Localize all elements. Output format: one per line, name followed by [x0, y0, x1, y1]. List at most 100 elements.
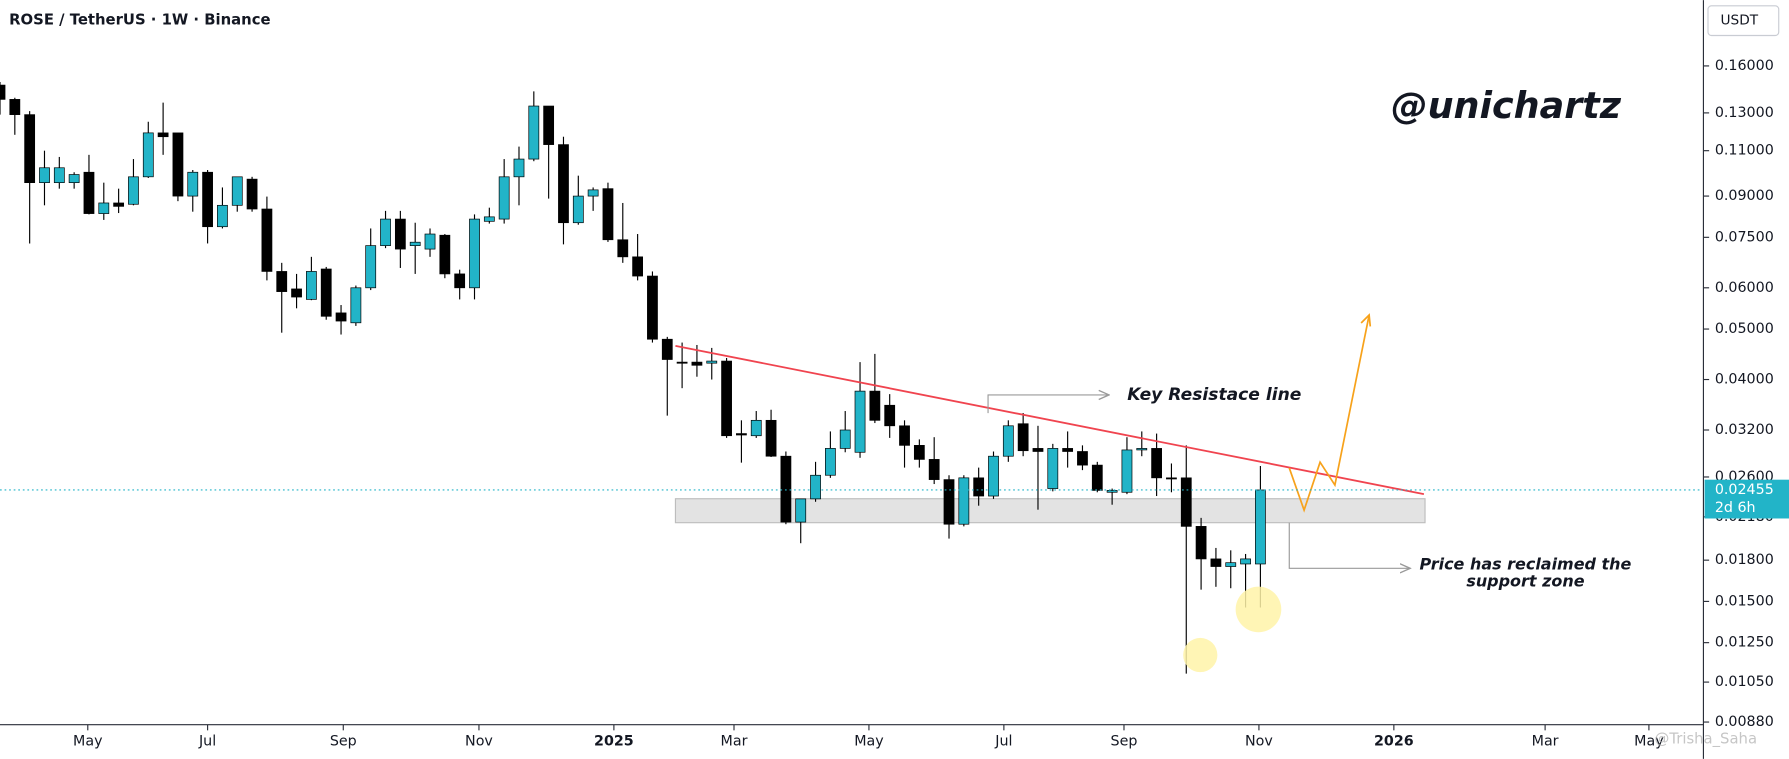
x-tick-label: Nov — [465, 734, 493, 750]
source-watermark: @Trisha_Saha — [1655, 730, 1758, 747]
candle-body — [661, 338, 673, 360]
candle-body — [306, 271, 317, 300]
x-tick-label: 2025 — [594, 734, 634, 750]
projection-path — [1288, 314, 1370, 513]
support-label: support zone — [1466, 572, 1584, 591]
candle-body — [409, 241, 421, 246]
y-tick-label: 0.16000 — [1715, 58, 1774, 74]
x-tick-label: Jul — [198, 734, 216, 750]
candle-body — [365, 245, 377, 289]
x-tick-label: May — [73, 734, 103, 750]
currency-box — [1707, 5, 1780, 37]
candle-body — [498, 176, 510, 220]
candle-body — [217, 204, 228, 228]
candle-body — [9, 99, 21, 115]
candle-body — [617, 239, 629, 258]
candle-body — [469, 218, 480, 289]
candle-body — [543, 105, 555, 145]
candle-body — [113, 202, 125, 207]
candle-body — [988, 455, 999, 497]
candle-body — [632, 256, 644, 277]
y-tick-label: 0.01500 — [1715, 593, 1774, 609]
candle-body — [1032, 448, 1044, 452]
candle-body — [1255, 489, 1266, 565]
highlight-circle — [1235, 586, 1282, 633]
y-tick-label: 0.09000 — [1715, 188, 1774, 204]
candle-body — [202, 171, 213, 228]
candle-body — [943, 479, 955, 525]
candle-body — [706, 360, 718, 364]
candle-body — [810, 474, 821, 500]
candle-body — [765, 419, 777, 457]
candle-body — [1062, 448, 1074, 452]
resistance-line — [675, 344, 1425, 496]
y-tick-label: 0.01800 — [1715, 552, 1774, 568]
candle-body — [869, 390, 881, 421]
candle-body — [587, 189, 599, 197]
x-tick-label: Sep — [330, 734, 357, 750]
candle-body — [839, 429, 851, 449]
candle-body — [780, 455, 792, 523]
plot-area: Key Resistace line Price has reclaimed t… — [0, 80, 1703, 674]
candle-body — [721, 360, 732, 437]
candle-body — [1017, 423, 1029, 452]
author-tag: @unichartz — [1391, 84, 1622, 127]
support-zone — [674, 498, 1426, 524]
candle-body — [1002, 425, 1014, 457]
candle-body — [53, 167, 65, 184]
candle-body — [1151, 448, 1162, 479]
candle-body — [736, 433, 747, 436]
support-arrow — [1288, 522, 1410, 569]
candle-body — [647, 275, 658, 340]
candle-body — [973, 477, 985, 497]
candle-body — [1180, 477, 1192, 527]
candle-body — [558, 144, 569, 224]
candle-body — [825, 448, 836, 476]
resistance-arrow — [987, 395, 1109, 414]
candle-body — [1077, 451, 1088, 466]
candle-body — [261, 208, 273, 272]
price-tag-label: 0.02455 — [1715, 482, 1774, 498]
x-tick-label: Sep — [1111, 734, 1138, 750]
candle-body — [1121, 449, 1133, 493]
y-tick-label: 0.00880 — [1715, 714, 1774, 730]
x-tick-label: May — [854, 734, 884, 750]
candle-body — [187, 171, 199, 197]
candle-body — [291, 288, 302, 298]
watermark-background — [1394, 80, 1618, 133]
chart-title: ROSE / TetherUS · 1W · Binance — [9, 12, 270, 29]
y-tick-label: 0.05000 — [1715, 321, 1774, 337]
resistance-label: Key Resistace line — [1127, 385, 1301, 405]
y-tick-label: 0.03200 — [1715, 422, 1774, 438]
y-tick-label: 0.07500 — [1715, 229, 1774, 245]
y-tick-label: 0.04000 — [1715, 372, 1774, 388]
support-label: Price has reclaimed the — [1420, 554, 1632, 573]
candle-body — [454, 273, 466, 289]
x-tick-label: Mar — [1532, 734, 1559, 750]
candle-body — [884, 404, 896, 427]
candle-body — [1225, 562, 1237, 567]
candle-body — [513, 158, 525, 178]
candle-body — [899, 425, 910, 446]
y-tick-label: 0.01250 — [1715, 635, 1774, 651]
candle-body — [1166, 477, 1177, 480]
projection-arrowhead — [1360, 313, 1372, 327]
candle-body — [98, 202, 110, 214]
candle-body — [350, 287, 362, 324]
candle-body — [854, 390, 866, 453]
candle-body — [335, 312, 347, 322]
countdown-label: 2d 6h — [1715, 500, 1756, 516]
highlight-circle — [1183, 637, 1218, 673]
label-background — [1426, 552, 1629, 594]
x-tick-label: May — [1634, 734, 1664, 750]
y-tick-label: 0.13000 — [1715, 105, 1774, 121]
candle-body — [913, 445, 925, 460]
candle-body — [1240, 558, 1251, 565]
price-tag — [1704, 479, 1789, 519]
candle-body — [424, 233, 436, 250]
x-tick-label: 2026 — [1374, 734, 1414, 750]
y-tick-label: 0.06000 — [1715, 280, 1774, 296]
candle-body — [602, 188, 614, 241]
candle-body — [394, 218, 406, 250]
